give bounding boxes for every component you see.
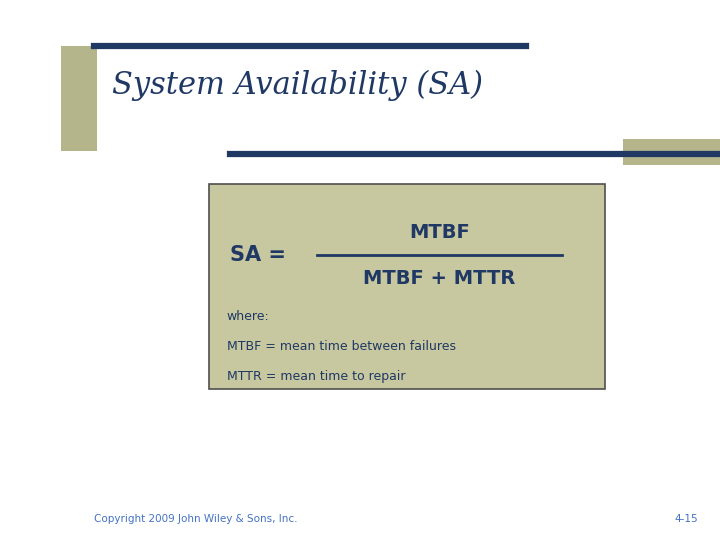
Text: 4-15: 4-15	[675, 514, 698, 524]
Text: System Availability (SA): System Availability (SA)	[112, 70, 482, 102]
Text: SA =: SA =	[230, 245, 287, 265]
FancyBboxPatch shape	[209, 184, 605, 389]
Text: MTBF + MTTR: MTBF + MTTR	[363, 268, 516, 288]
Text: MTTR = mean time to repair: MTTR = mean time to repair	[227, 370, 405, 383]
FancyBboxPatch shape	[623, 139, 720, 165]
Text: Copyright 2009 John Wiley & Sons, Inc.: Copyright 2009 John Wiley & Sons, Inc.	[94, 514, 297, 524]
Text: where:: where:	[227, 310, 269, 323]
FancyBboxPatch shape	[61, 46, 97, 151]
Text: MTBF: MTBF	[409, 222, 469, 242]
Text: MTBF = mean time between failures: MTBF = mean time between failures	[227, 340, 456, 353]
